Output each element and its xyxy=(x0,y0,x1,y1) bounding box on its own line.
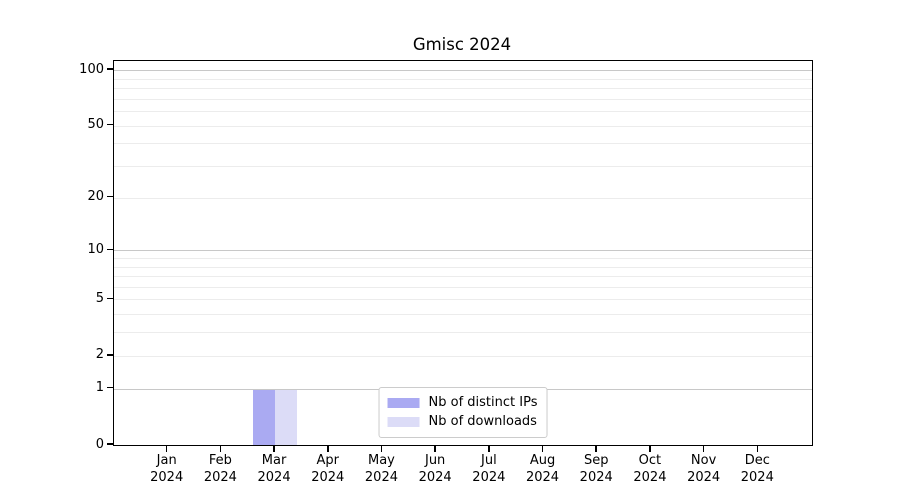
y-tick-20 xyxy=(107,195,113,198)
plot-area: Nb of distinct IPs Nb of downloads xyxy=(113,60,813,446)
x-tick-month: Jun xyxy=(424,453,446,468)
x-tick-year: 2024 xyxy=(311,469,345,485)
x-tick-oct xyxy=(649,445,651,452)
x-tick-label-oct: Oct 2024 xyxy=(618,453,682,486)
x-tick-label-dec: Dec 2024 xyxy=(725,453,789,486)
x-tick-jun xyxy=(434,445,436,452)
y-tick-1 xyxy=(107,386,113,389)
x-tick-label-may: May 2024 xyxy=(349,453,413,486)
y-tick-2 xyxy=(107,354,113,356)
x-tick-year: 2024 xyxy=(418,469,452,485)
y-tick-10 xyxy=(107,248,113,250)
x-tick-label-feb: Feb 2024 xyxy=(188,453,252,486)
x-tick-label-sep: Sep 2024 xyxy=(564,453,628,486)
y-gridline-minor-80 xyxy=(114,88,812,90)
x-tick-month: Aug xyxy=(529,453,556,468)
x-tick-year: 2024 xyxy=(150,469,184,485)
y-gridline-minor-60 xyxy=(114,111,812,113)
legend-label-1: Nb of distinct IPs xyxy=(428,395,538,410)
y-gridline-minor-4 xyxy=(114,314,812,316)
y-tick-label-5: 5 xyxy=(95,290,104,306)
x-tick-month: Apr xyxy=(316,453,340,468)
y-gridline-minor-2 xyxy=(114,355,812,357)
y-gridline-major-100 xyxy=(114,70,812,72)
y-tick-0 xyxy=(107,443,113,445)
x-tick-month: Jul xyxy=(481,453,497,468)
x-tick-sep xyxy=(595,445,597,452)
x-tick-label-jul: Jul 2024 xyxy=(457,453,521,486)
legend-swatch-1 xyxy=(387,397,420,408)
y-gridline-minor-3 xyxy=(114,332,812,334)
y-gridline-minor-5 xyxy=(114,299,812,301)
x-tick-year: 2024 xyxy=(364,469,398,485)
x-tick-apr xyxy=(327,445,329,452)
y-gridline-minor-9 xyxy=(114,258,812,259)
x-tick-year: 2024 xyxy=(740,469,774,485)
y-gridline-minor-20 xyxy=(114,197,812,199)
legend: Nb of distinct IPs Nb of downloads xyxy=(378,387,548,438)
legend-item-2: Nb of downloads xyxy=(387,412,538,431)
x-tick-month: Jan xyxy=(156,453,177,468)
y-tick-label-0: 0 xyxy=(95,436,104,452)
y-gridline-minor-30 xyxy=(114,166,812,168)
chart-title: Gmisc 2024 xyxy=(412,35,512,54)
x-tick-label-jun: Jun 2024 xyxy=(403,453,467,486)
x-tick-month: Nov xyxy=(690,453,717,468)
x-tick-nov xyxy=(702,445,705,452)
legend-swatch-2 xyxy=(387,416,420,427)
y-tick-label-2: 2 xyxy=(95,347,104,363)
x-tick-year: 2024 xyxy=(525,469,560,485)
x-tick-feb xyxy=(219,445,222,452)
y-tick-50 xyxy=(107,123,113,126)
y-tick-5 xyxy=(107,297,113,300)
x-tick-label-nov: Nov 2024 xyxy=(672,453,736,486)
y-gridline-minor-70 xyxy=(114,98,812,100)
legend-item-1: Nb of distinct IPs xyxy=(387,393,538,412)
x-tick-month: May xyxy=(368,453,395,468)
x-tick-mar xyxy=(273,445,275,452)
y-tick-label-1: 1 xyxy=(95,380,104,396)
y-gridline-minor-50 xyxy=(114,125,812,127)
y-tick-100 xyxy=(107,68,113,70)
x-tick-year: 2024 xyxy=(257,469,291,485)
x-tick-may xyxy=(380,445,383,452)
y-gridline-minor-40 xyxy=(114,143,812,145)
x-tick-label-aug: Aug 2024 xyxy=(511,453,575,486)
x-tick-year: 2024 xyxy=(472,469,506,485)
y-gridline-minor-8 xyxy=(114,266,812,268)
x-tick-aug xyxy=(541,445,544,452)
x-tick-year: 2024 xyxy=(687,469,721,485)
y-tick-label-50: 50 xyxy=(87,117,104,133)
y-tick-label-100: 100 xyxy=(79,61,104,77)
y-tick-label-20: 20 xyxy=(87,189,104,205)
x-tick-month: Oct xyxy=(638,453,662,468)
y-gridline-minor-6 xyxy=(114,286,812,288)
y-gridline-minor-90 xyxy=(114,78,812,80)
x-tick-jan xyxy=(165,445,168,452)
x-tick-month: Mar xyxy=(261,453,287,468)
legend-label-2: Nb of downloads xyxy=(428,414,537,429)
y-gridline-major-10 xyxy=(114,250,812,252)
x-tick-month: Sep xyxy=(583,453,609,468)
bar-nb-of-downloads-mar xyxy=(275,388,297,445)
x-tick-month: Feb xyxy=(208,453,232,468)
x-tick-dec xyxy=(756,445,759,452)
x-tick-year: 2024 xyxy=(579,469,613,485)
x-tick-year: 2024 xyxy=(203,469,237,485)
bar-nb-of-distinct-ips-mar xyxy=(253,388,276,445)
x-tick-month: Dec xyxy=(744,453,770,468)
y-tick-label-10: 10 xyxy=(87,241,104,257)
x-tick-label-apr: Apr 2024 xyxy=(296,453,360,486)
y-gridline-minor-7 xyxy=(114,276,812,278)
x-tick-year: 2024 xyxy=(633,469,667,485)
x-tick-label-jan: Jan 2024 xyxy=(135,453,199,486)
x-tick-label-mar: Mar 2024 xyxy=(242,453,306,486)
x-tick-jul xyxy=(488,445,490,452)
